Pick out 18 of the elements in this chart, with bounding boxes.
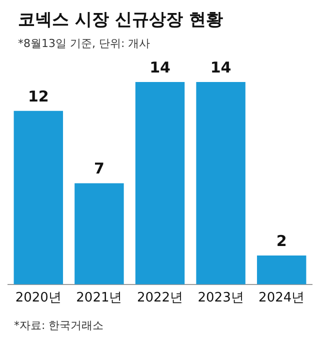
data-label: 14 <box>150 58 170 76</box>
data-label: 2 <box>276 232 287 250</box>
text: *자료: 한국거래소 <box>14 318 104 333</box>
x-tick-label: 2020년 <box>15 290 62 306</box>
data-label: 7 <box>94 160 104 178</box>
bar <box>74 183 124 284</box>
x-tick-label: 2021년 <box>76 290 122 306</box>
x-tick-label: 2022년 <box>136 290 184 306</box>
bar <box>256 255 306 284</box>
bar <box>14 110 64 284</box>
data-label: 12 <box>28 87 49 106</box>
chart-title: 코넥스 시장 신규상장 현황 <box>18 9 223 31</box>
chart-subtitle: *8월13일 기준, 단위: 개사 <box>18 36 150 51</box>
bar <box>196 82 246 284</box>
x-tick-label: 2023년 <box>198 290 244 306</box>
data-label: 14 <box>210 58 232 76</box>
x-tick-label: 2024년 <box>258 290 305 306</box>
bar <box>135 82 185 284</box>
